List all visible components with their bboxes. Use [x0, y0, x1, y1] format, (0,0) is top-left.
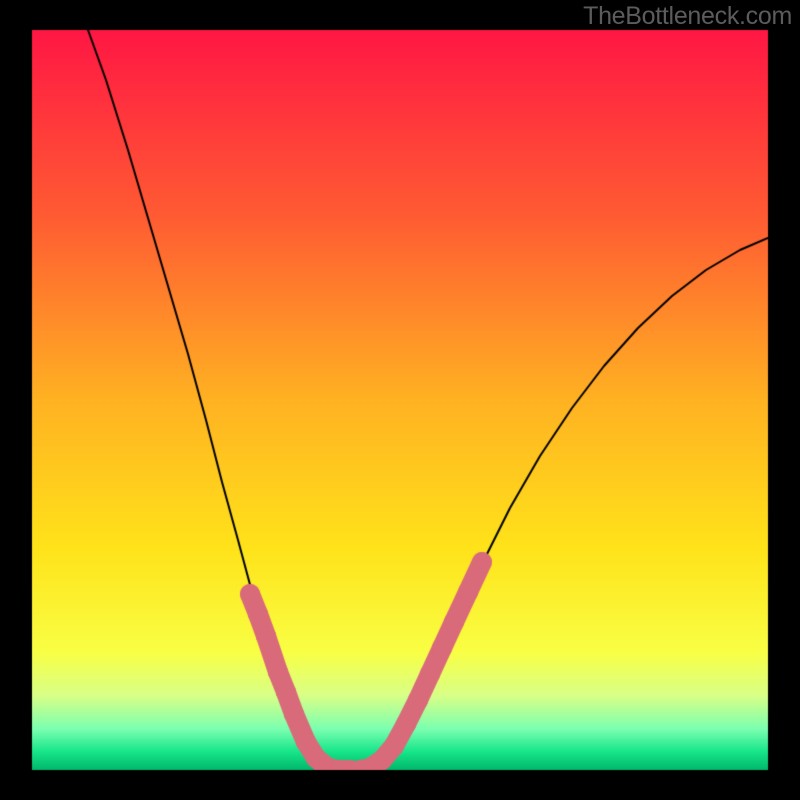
watermark-text: TheBottleneck.com: [583, 2, 792, 31]
chart-canvas: [0, 0, 800, 800]
chart-container: TheBottleneck.com: [0, 0, 800, 800]
